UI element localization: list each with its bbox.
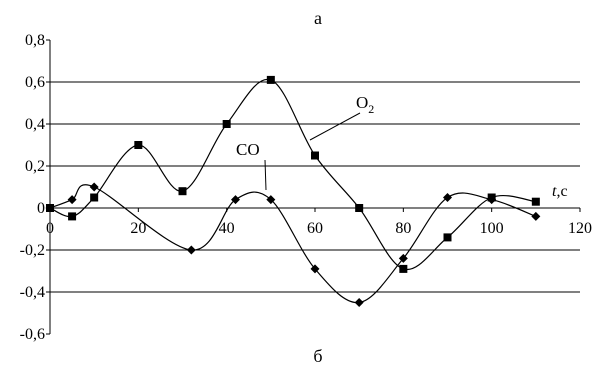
series-o2-point-8: [355, 204, 364, 212]
series-co-point-9: [443, 193, 452, 202]
series-o2-point-9: [399, 264, 408, 273]
y-tick-label-6: -0,4: [20, 284, 45, 301]
axes: 0,80,60,40,20-0,2-0,4-0,60 20 40 60 80 100 120: [20, 32, 592, 343]
bottom-caption: б: [313, 346, 322, 366]
y-tick-label-3: 0,2: [25, 158, 45, 175]
series-o2-point-1: [68, 212, 77, 221]
series-o2-point-12: [531, 197, 540, 206]
y-tick-label-7: -0,6: [20, 326, 45, 343]
series-co-line: [49, 184, 537, 304]
x-tick-label-1: 20: [130, 220, 146, 237]
series-label-o2-base: O: [356, 93, 368, 112]
x-tick-label-6: 120: [568, 220, 592, 237]
series-co-point-6: [310, 264, 320, 274]
series-o2-point-5: [222, 120, 231, 128]
series-o2-point-3: [134, 141, 143, 149]
labels: а б t,с O2 CO: [236, 8, 568, 366]
series-co-point-4: [231, 195, 240, 205]
x-tick-label-4: 80: [395, 220, 411, 237]
co-label-leader-line: [264, 159, 267, 191]
series-co-point-0: [45, 203, 55, 213]
series-label-co: CO: [236, 140, 260, 159]
series-co: [45, 182, 541, 307]
series-co-point-1: [67, 195, 77, 205]
series-co-point-11: [531, 211, 541, 221]
series-co-point-5: [266, 195, 276, 205]
series-label-o2-subscript: 2: [368, 102, 374, 116]
series-co-point-10: [487, 195, 497, 205]
x-axis-label: t,с: [552, 183, 568, 200]
series-co-point-3: [186, 245, 196, 255]
series-o2: [46, 75, 540, 273]
series-o2-point-4: [178, 187, 187, 196]
series-o2-point-2: [90, 193, 99, 202]
gridlines: [50, 81, 580, 293]
y-tick-label-0: 0,8: [25, 32, 45, 49]
o2-label-leader-line: [309, 112, 361, 141]
x-tick-label-5: 100: [480, 220, 504, 237]
y-tick-label-2: 0,4: [25, 116, 45, 133]
top-caption: а: [314, 8, 322, 28]
x-tick-label-2: 40: [219, 220, 235, 237]
series-co-point-8: [398, 253, 408, 263]
y-tick-label-4: 0: [37, 200, 45, 217]
y-tick-label-1: 0,6: [25, 74, 45, 91]
x-tick-label-3: 60: [307, 220, 323, 237]
series-o2-line: [49, 78, 536, 271]
y-tick-label-5: -0,2: [20, 242, 45, 259]
series-co-point-2: [89, 182, 99, 192]
series-group: [45, 75, 541, 307]
x-tick-label-0: 0: [46, 220, 54, 237]
series-o2-point-10: [443, 233, 452, 242]
series-label-o2: O2: [356, 93, 374, 116]
series-o2-point-6: [266, 75, 275, 84]
x-axis-label-unit: ,с: [556, 183, 567, 200]
series-co-point-7: [354, 298, 364, 307]
series-o2-point-7: [311, 151, 319, 160]
x-axis-label-variable: t: [552, 183, 557, 200]
